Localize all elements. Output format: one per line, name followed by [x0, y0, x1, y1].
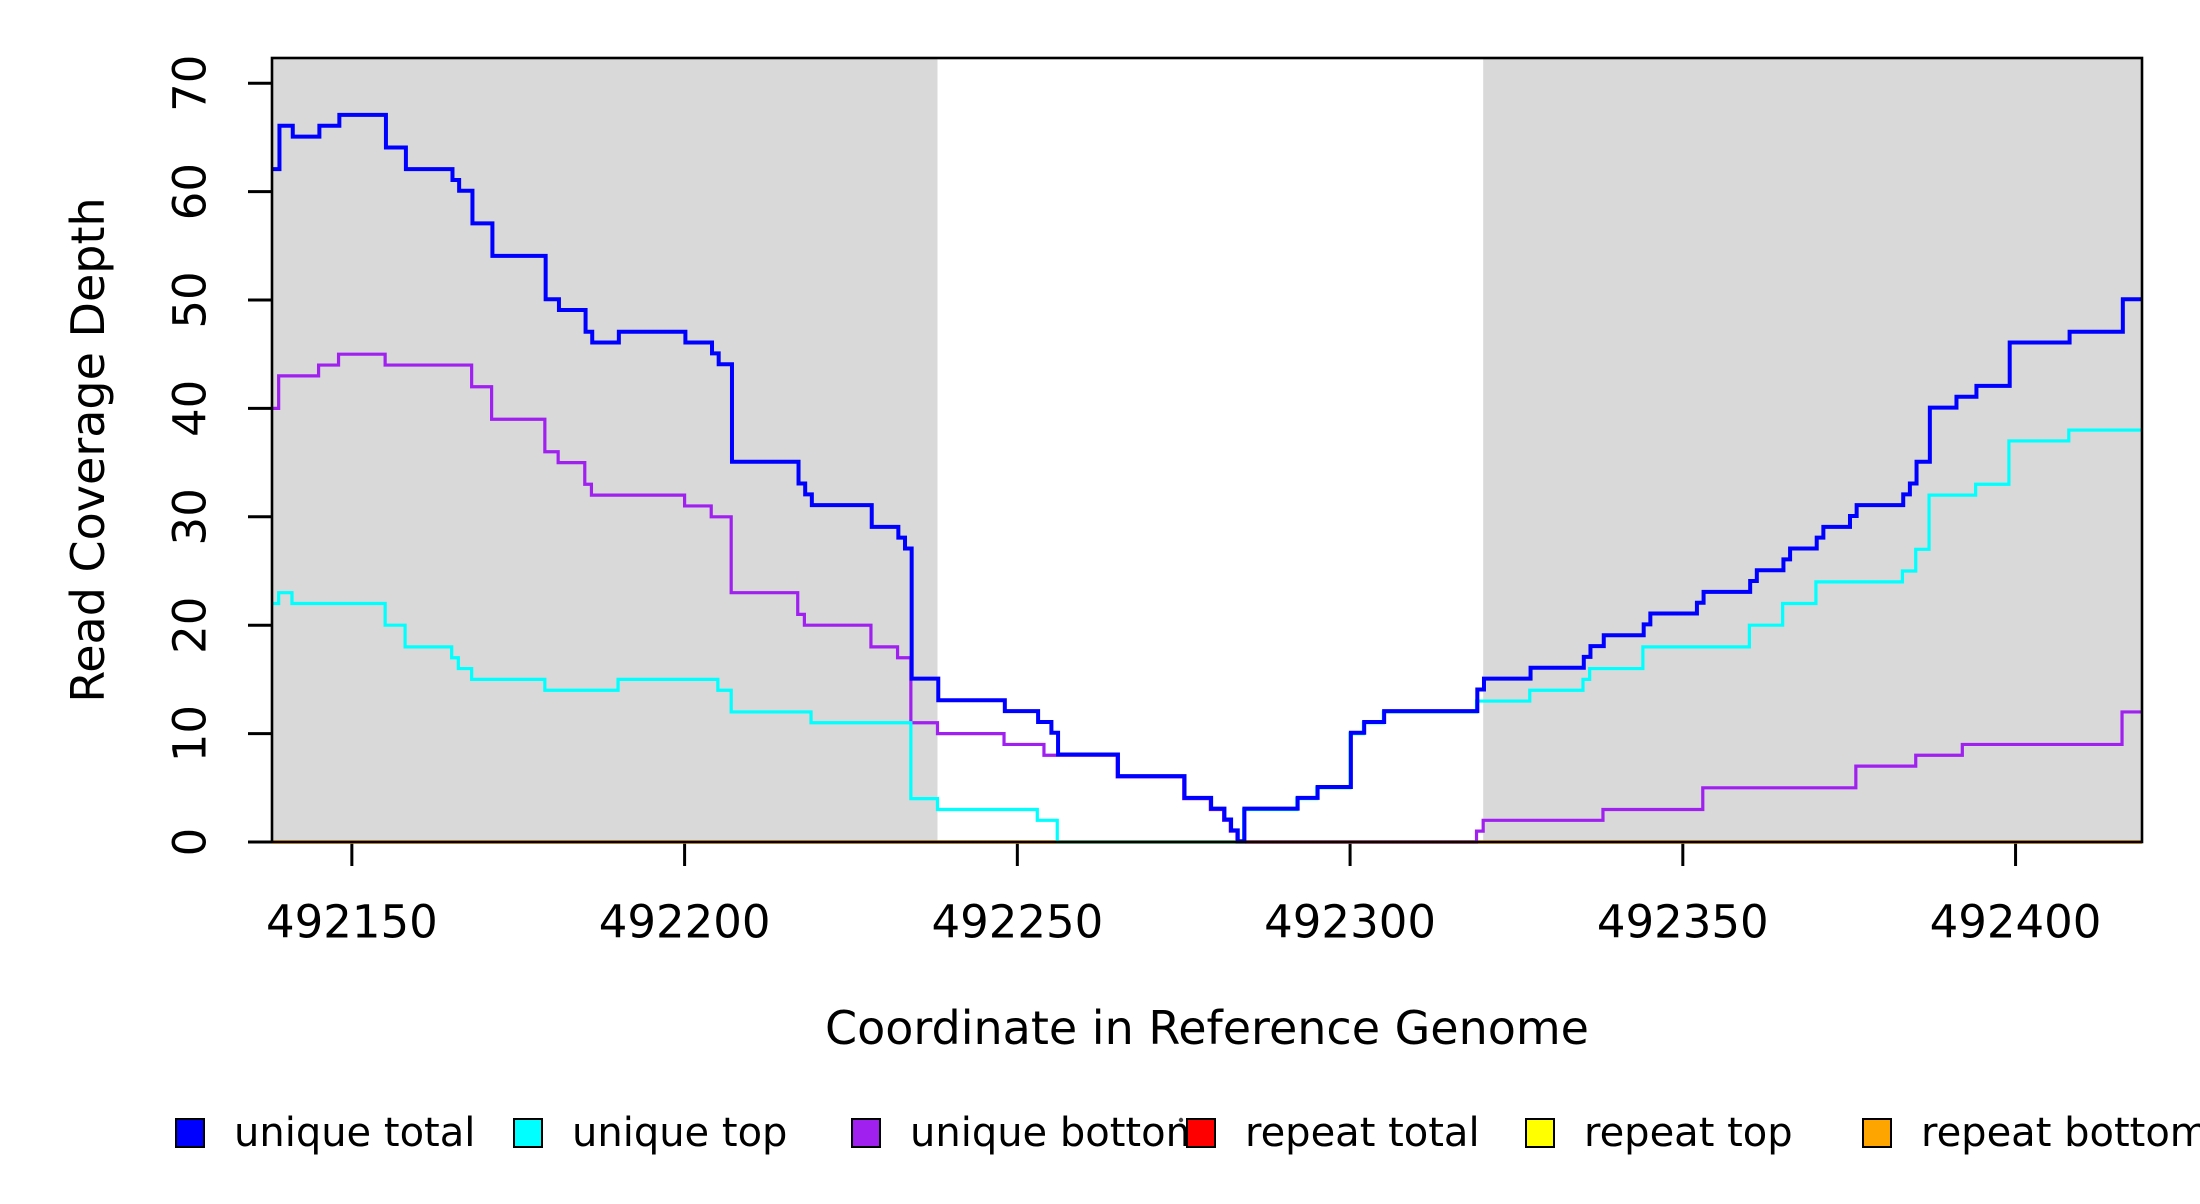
x-tick-label: 492200: [599, 896, 771, 949]
y-axis-title: Read Coverage Depth: [61, 197, 115, 702]
legend-label: repeat top: [1584, 1110, 1793, 1156]
x-tick-label: 492300: [1264, 896, 1436, 949]
y-tick-label: 40: [164, 380, 217, 437]
y-tick-label: 70: [164, 55, 217, 112]
series-unique-bottom-line: [272, 352, 2142, 844]
y-tick-label: 0: [164, 828, 217, 857]
unique-bottom-swatch-icon: [851, 1118, 881, 1148]
legend-item-unique-bottom: unique bottom: [851, 1110, 1205, 1156]
series-unique-total-line: [272, 112, 2143, 844]
stray-point-mark: [1178, 1117, 1184, 1123]
x-tick-label: 492250: [931, 896, 1103, 949]
y-tick-label: 10: [164, 705, 217, 762]
shaded-region: [1483, 58, 2142, 842]
legend-label: unique total: [234, 1110, 475, 1156]
legend-label: unique top: [572, 1110, 787, 1156]
y-tick-label: 30: [164, 488, 217, 545]
legend-item-repeat-total: repeat total: [1186, 1110, 1480, 1156]
plot-box: [270, 56, 2144, 844]
legend-item-repeat-bottom: repeat bottom: [1862, 1110, 2200, 1156]
legend-label: unique bottom: [910, 1110, 1205, 1156]
y-tick-label: 50: [164, 271, 217, 328]
legend-label: repeat total: [1245, 1110, 1480, 1156]
x-axis-title: Coordinate in Reference Genome: [825, 1001, 1589, 1055]
repeat-top-swatch-icon: [1525, 1118, 1555, 1148]
axis-ticks: 492150 492200 492250 492300 492350 492400 0 10 2…: [164, 55, 2102, 949]
legend-item-unique-total: unique total: [175, 1110, 475, 1156]
repeat-total-swatch-icon: [1186, 1118, 1216, 1148]
x-tick-label: 492350: [1597, 896, 1769, 949]
legend-item-unique-top: unique top: [513, 1110, 787, 1156]
x-tick-label: 492150: [266, 896, 438, 949]
shaded-region: [272, 58, 938, 842]
repeat-bottom-swatch-icon: [1862, 1118, 1892, 1148]
y-tick-label: 20: [164, 597, 217, 654]
unique-top-swatch-icon: [513, 1118, 543, 1148]
unique-total-swatch-icon: [175, 1118, 205, 1148]
legend-label: repeat bottom: [1921, 1110, 2200, 1156]
chart-legend: unique total unique top unique bottom re…: [175, 1110, 2200, 1156]
shaded-regions: [272, 58, 2142, 842]
x-tick-label: 492400: [1930, 896, 2102, 949]
legend-item-repeat-top: repeat top: [1525, 1110, 1793, 1156]
y-tick-label: 60: [164, 163, 217, 220]
